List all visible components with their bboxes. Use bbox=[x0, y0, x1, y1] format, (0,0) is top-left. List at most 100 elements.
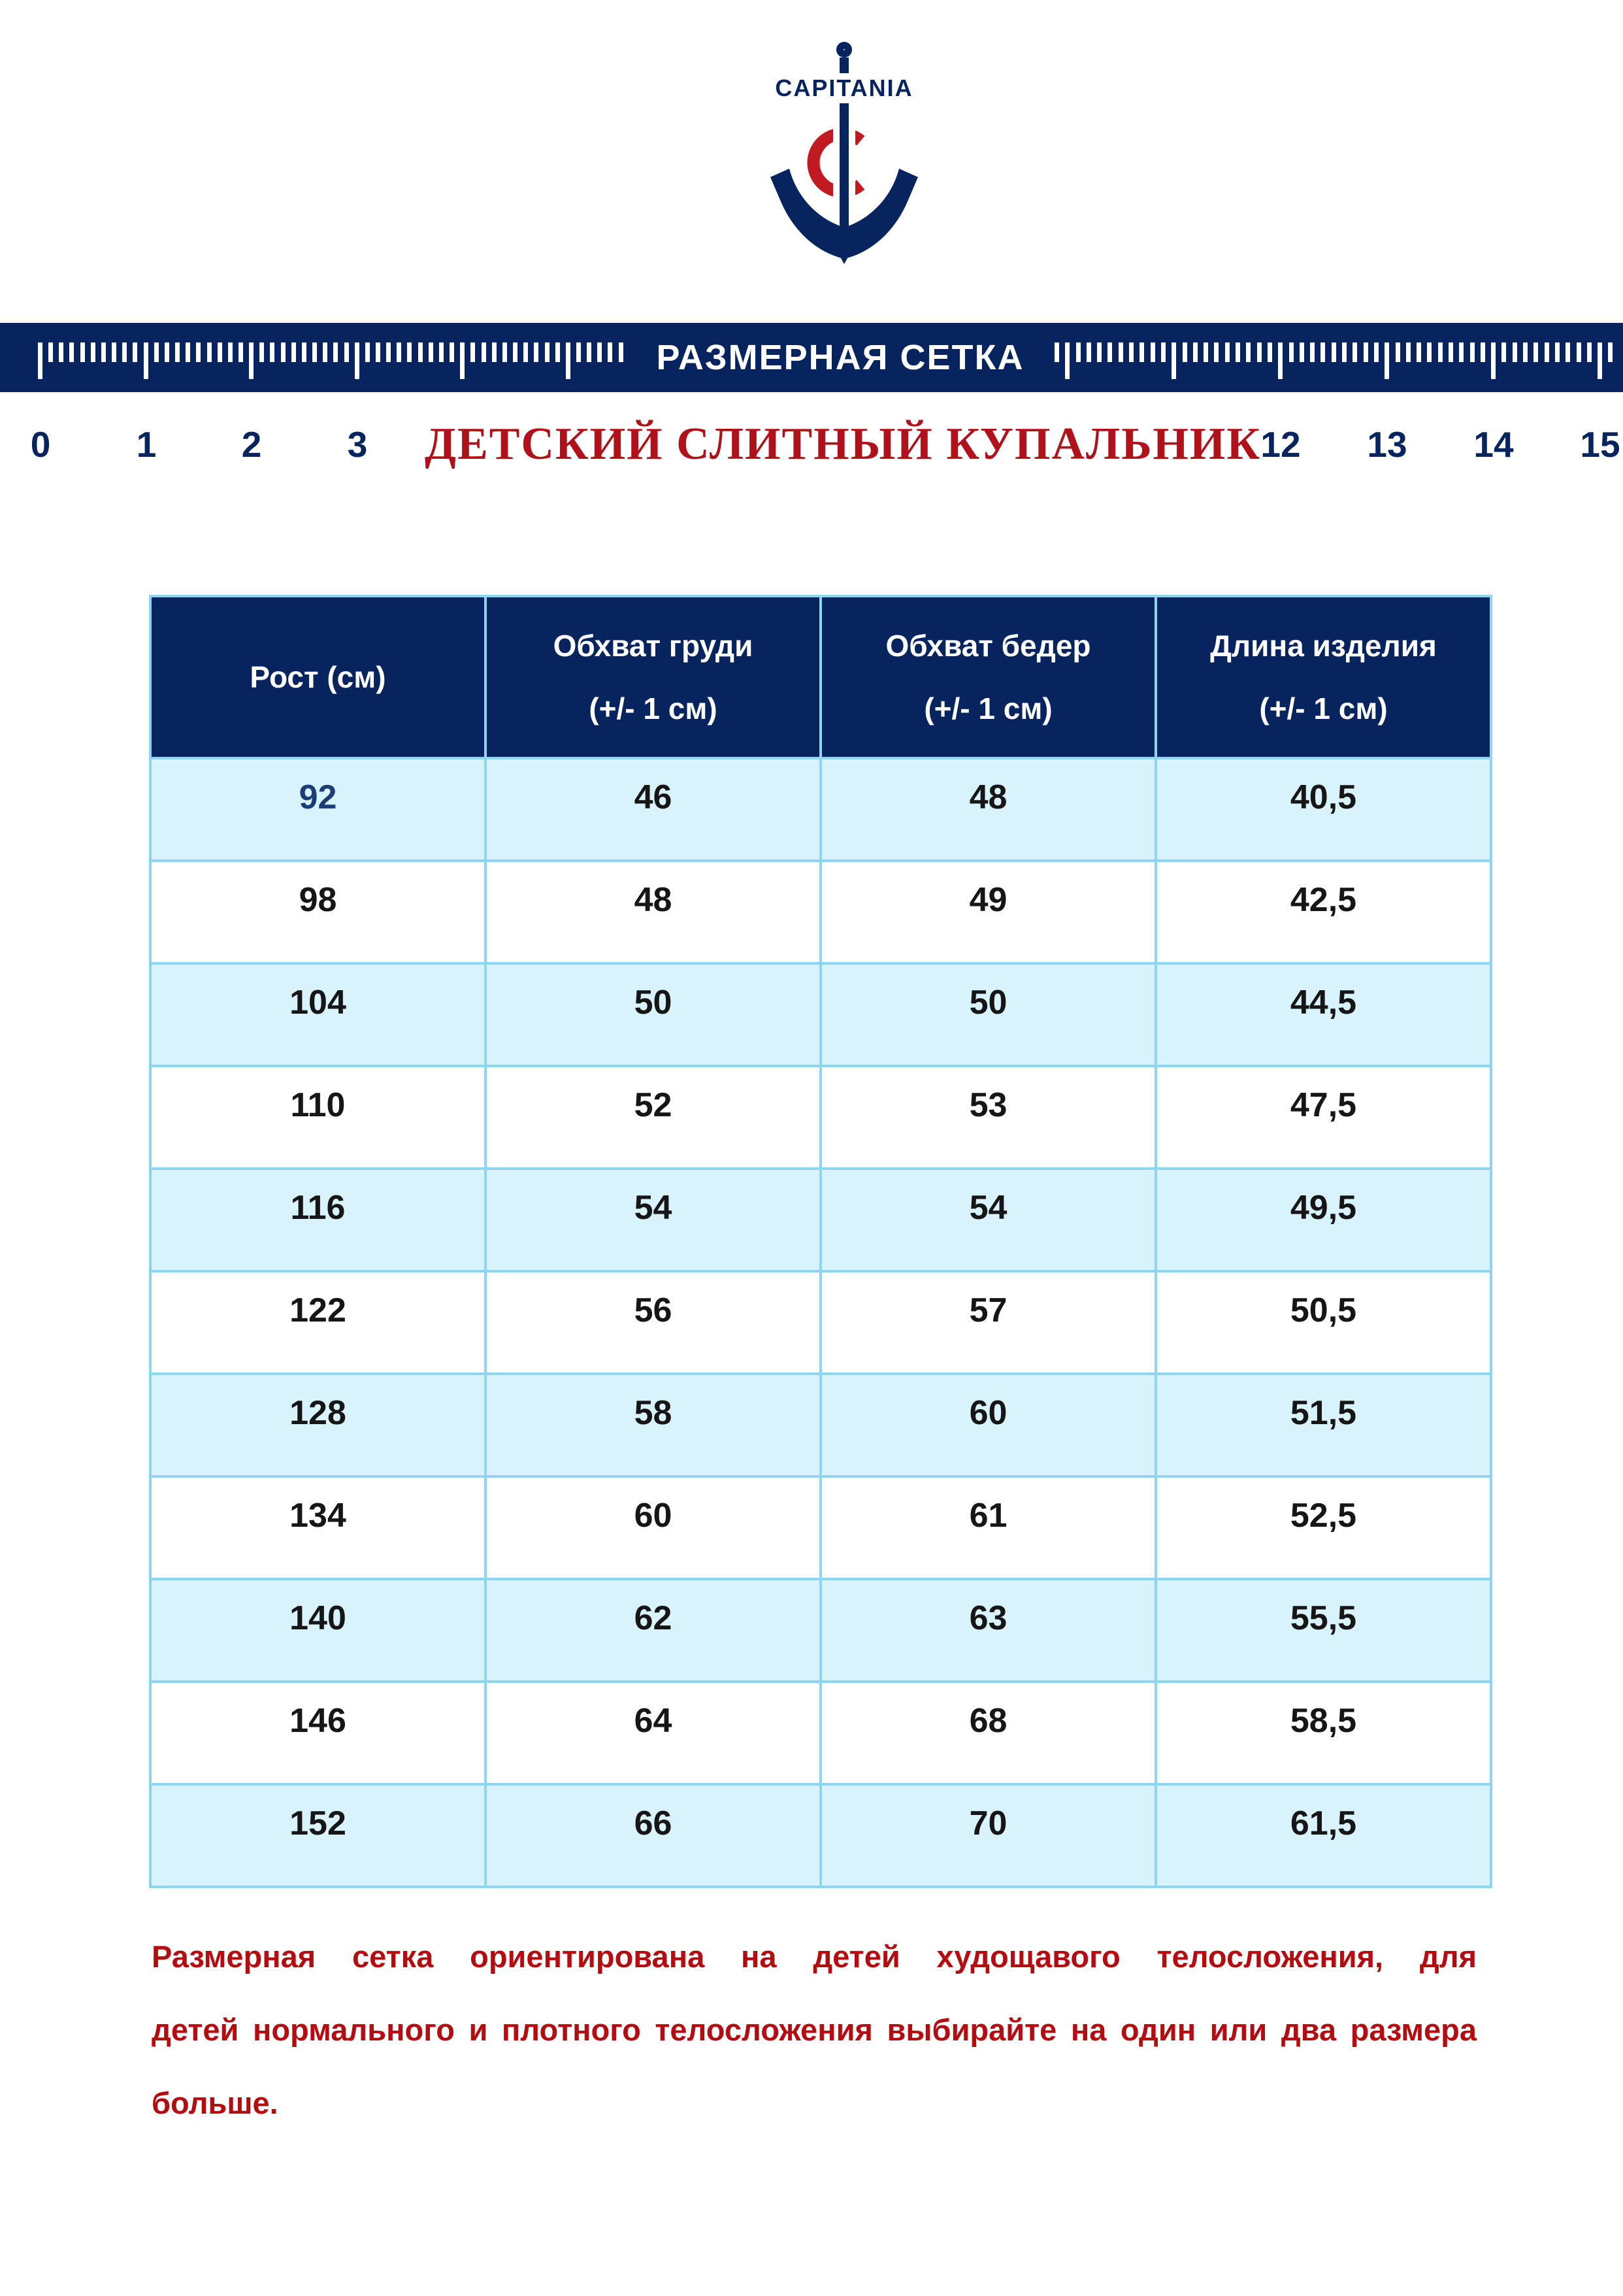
table-cell: 51,5 bbox=[1155, 1373, 1492, 1478]
ruler-tick bbox=[354, 342, 359, 379]
ruler-tick bbox=[1107, 342, 1113, 362]
table-cell: 63 bbox=[819, 1578, 1157, 1683]
ruler-tick bbox=[1320, 342, 1326, 362]
table-row: 152 66 70 61,5 bbox=[149, 1783, 1492, 1888]
ruler-tick bbox=[565, 342, 570, 379]
table-cell: 57 bbox=[819, 1270, 1157, 1375]
ruler-tick bbox=[1385, 342, 1390, 379]
table-cell: 48 bbox=[819, 757, 1157, 862]
ruler-number: 1 bbox=[136, 424, 157, 465]
ruler-tick bbox=[1204, 342, 1209, 362]
ruler-tick bbox=[90, 342, 95, 362]
ruler-tick bbox=[1150, 342, 1155, 362]
table-cell: 134 bbox=[149, 1475, 487, 1580]
column-header-chest: Обхват груди (+/- 1 см) bbox=[484, 595, 822, 759]
ruler-tick bbox=[1491, 342, 1496, 379]
ruler-tick bbox=[1512, 342, 1517, 362]
table-cell: 50 bbox=[819, 962, 1157, 1067]
ruler-tick bbox=[1501, 342, 1507, 362]
table-cell: 48 bbox=[484, 859, 822, 965]
ruler-tick bbox=[1469, 342, 1475, 362]
ruler-tick bbox=[460, 342, 465, 379]
table-cell: 50 bbox=[484, 962, 822, 1067]
ruler-tick bbox=[1172, 342, 1177, 379]
table-cell: 46 bbox=[484, 757, 822, 862]
ruler-tick bbox=[555, 342, 560, 362]
table-row: 146 64 68 58,5 bbox=[149, 1680, 1492, 1786]
ruler-tick bbox=[1256, 342, 1262, 362]
column-header-label: Обхват груди bbox=[553, 629, 753, 663]
ruler-tick bbox=[1608, 342, 1613, 362]
ruler-tick bbox=[491, 342, 497, 362]
ruler-tick bbox=[270, 342, 275, 362]
ruler-tick bbox=[1554, 342, 1560, 362]
ruler-tick bbox=[1331, 342, 1336, 362]
column-header-length: Длина изделия (+/- 1 см) bbox=[1155, 595, 1492, 759]
table-row: 134 60 61 52,5 bbox=[149, 1475, 1492, 1580]
table-row: 110 52 53 47,5 bbox=[149, 1065, 1492, 1170]
ruler-tick bbox=[38, 342, 42, 379]
table-cell: 49 bbox=[819, 859, 1157, 965]
ruler-tick bbox=[1160, 342, 1166, 362]
ruler-tick bbox=[217, 342, 222, 362]
ruler-tick bbox=[1299, 342, 1304, 362]
ruler-tick bbox=[1097, 342, 1102, 362]
ruler-tick bbox=[1214, 342, 1219, 362]
ruler-tick bbox=[365, 342, 370, 362]
column-header-sublabel: (+/- 1 см) bbox=[924, 691, 1053, 725]
size-table-body: 92 46 48 40,5 98 48 49 42,5 104 50 50 44,5 110 52 53 47… bbox=[149, 757, 1492, 1888]
table-cell: 47,5 bbox=[1155, 1065, 1492, 1170]
table-cell: 44,5 bbox=[1155, 962, 1492, 1067]
column-header-height: Рост (см) bbox=[149, 595, 487, 759]
size-table-header: Рост (см) Обхват груди (+/- 1 см) Обхват… bbox=[149, 595, 1492, 759]
ruler-ticks-left bbox=[38, 342, 623, 379]
table-cell: 61,5 bbox=[1155, 1783, 1492, 1888]
table-cell: 40,5 bbox=[1155, 757, 1492, 862]
table-cell: 54 bbox=[484, 1167, 822, 1273]
ruler-tick bbox=[238, 342, 243, 362]
ruler-tick bbox=[1586, 342, 1592, 362]
ruler-number: 14 bbox=[1473, 424, 1514, 465]
ruler-tick bbox=[1086, 342, 1091, 362]
ruler-tick bbox=[1139, 342, 1145, 362]
ruler-tick bbox=[249, 342, 254, 379]
size-table: Рост (см) Обхват груди (+/- 1 см) Обхват… bbox=[149, 595, 1492, 1888]
ruler-tick bbox=[608, 342, 613, 362]
ruler-tick bbox=[397, 342, 402, 362]
banner-title: РАЗМЕРНАЯ СЕТКА bbox=[656, 338, 1025, 377]
ruler-tick bbox=[1224, 342, 1230, 362]
anchor-stem bbox=[840, 58, 849, 73]
ruler-tick bbox=[196, 342, 201, 362]
ruler-tick bbox=[133, 342, 138, 362]
ruler-tick bbox=[481, 342, 486, 362]
table-cell: 58,5 bbox=[1155, 1680, 1492, 1786]
brand-logo: CAPITANIA bbox=[759, 42, 929, 267]
table-cell: 52,5 bbox=[1155, 1475, 1492, 1580]
ruler-tick bbox=[1405, 342, 1411, 362]
ruler-tick bbox=[1437, 342, 1443, 362]
anchor-ring-icon bbox=[836, 42, 852, 58]
ruler-tick bbox=[470, 342, 476, 362]
table-cell: 53 bbox=[819, 1065, 1157, 1170]
ruler-tick bbox=[407, 342, 412, 362]
ruler-tick bbox=[1373, 342, 1379, 362]
table-cell: 64 bbox=[484, 1680, 822, 1786]
table-row: 116 54 54 49,5 bbox=[149, 1167, 1492, 1273]
column-header-label: Рост (см) bbox=[250, 660, 386, 694]
ruler-tick bbox=[1459, 342, 1464, 362]
ruler-number: 0 bbox=[30, 424, 51, 465]
ruler-tick bbox=[80, 342, 85, 362]
column-header-hips: Обхват бедер (+/- 1 см) bbox=[819, 595, 1157, 759]
table-row: 104 50 50 44,5 bbox=[149, 962, 1492, 1067]
ruler-number: 3 bbox=[347, 424, 368, 465]
ruler-tick bbox=[513, 342, 518, 362]
ruler-tick bbox=[333, 342, 338, 362]
table-row: 122 56 57 50,5 bbox=[149, 1270, 1492, 1375]
table-cell: 70 bbox=[819, 1783, 1157, 1888]
ruler-tick bbox=[206, 342, 212, 362]
ruler-tick bbox=[1055, 342, 1059, 362]
ruler-tick bbox=[438, 342, 444, 362]
table-cell: 60 bbox=[819, 1373, 1157, 1478]
ruler-tick bbox=[112, 342, 117, 362]
table-cell: 146 bbox=[149, 1680, 487, 1786]
